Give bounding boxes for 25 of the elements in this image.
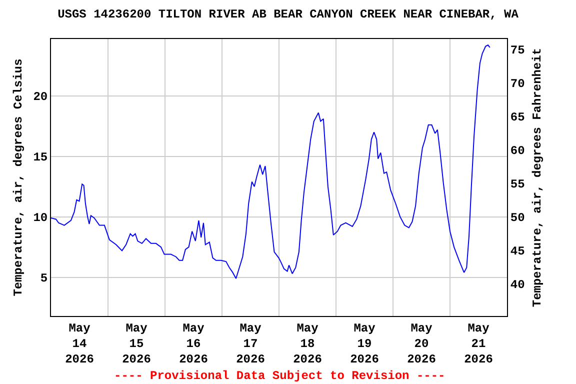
y-tick-label: 20 [33,90,48,104]
line-series [51,44,490,279]
chart-title: USGS 14236200 TILTON RIVER AB BEAR CANYON CREEK NEAR CINEBAR, WA [58,8,520,22]
y2-tick-label: 45 [510,244,525,258]
y2-tick-label: 70 [510,76,525,91]
x-tick-label: May 17 2026 [236,321,265,367]
y-axis-title: Temperature, air, degrees Celsius [11,58,26,296]
x-tick-label: May 21 2026 [464,321,493,367]
y2-tick-label: 50 [510,210,525,225]
x-tick-label: May 16 2026 [179,321,208,367]
y-tick-label: 5 [40,271,48,286]
x-tick-label: May 14 2026 [65,321,94,367]
y2-tick-label: 75 [510,43,525,58]
x-tick-label: May 15 2026 [122,321,151,367]
y2-tick-label: 65 [510,110,525,124]
text: ---- Provisional Data Subject to Revision ---- [114,369,446,383]
y-tick-label: 15 [33,150,48,165]
x-tick-label: May 18 2026 [293,321,322,367]
y2-axis-title: Temperature, air, degrees Fahrenheit [530,48,545,308]
y2-tick-label: 55 [510,177,525,192]
x-tick-label: May 19 2026 [350,321,379,367]
y2-tick-label: 40 [510,278,525,292]
y-tick-label: 10 [33,211,48,226]
y2-tick-label: 60 [510,144,525,158]
x-tick-label: May 20 2026 [407,321,436,367]
